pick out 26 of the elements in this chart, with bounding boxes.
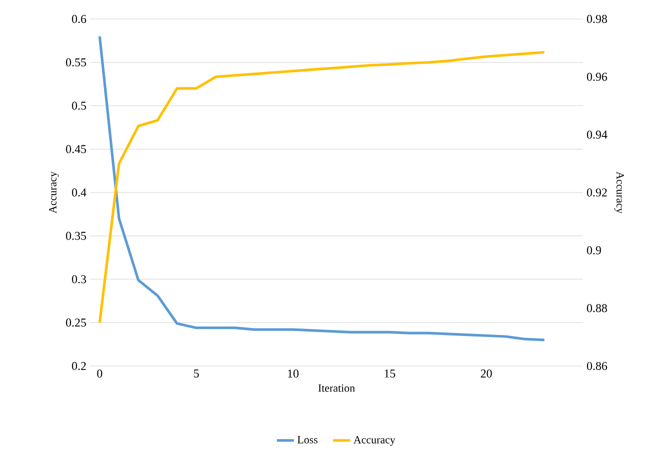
x-tick-label: 5 — [194, 370, 199, 378]
y-tick-label: 0.4 — [72, 188, 86, 197]
y2-axis-title: Accuracy — [614, 172, 624, 214]
legend-label: Accuracy — [354, 436, 396, 446]
y-tick-label: 0.25 — [66, 318, 86, 327]
y2-tick-label: 0.86 — [586, 362, 608, 370]
x-tick-label: 10 — [288, 370, 299, 378]
y-tick-label: 0.55 — [66, 58, 86, 66]
y2-tick-label: 0.98 — [586, 14, 607, 24]
y2-tick-label: 0.96 — [586, 72, 608, 81]
y-axis-title: Accuracy — [49, 172, 59, 214]
x-axis-title: Iteration — [318, 384, 355, 392]
y2-tick-label: 0.88 — [586, 304, 607, 312]
x-tick-label: 15 — [384, 370, 396, 378]
y2-tick-label: 0.9 — [586, 246, 601, 254]
legend-label: Loss — [298, 436, 318, 444]
y-tick-label: 0.3 — [72, 275, 86, 284]
x-tick-label: 0 — [97, 370, 102, 378]
y-tick-label: 0.2 — [72, 362, 86, 370]
x-tick-label: 20 — [480, 370, 492, 378]
y2-tick-label: 0.92 — [586, 188, 607, 197]
y-tick-label: 0.5 — [72, 102, 86, 110]
y2-tick-label: 0.94 — [586, 130, 608, 139]
y-tick-label: 0.6 — [72, 14, 86, 24]
y-tick-label: 0.45 — [66, 145, 86, 154]
y-tick-label: 0.35 — [66, 232, 86, 240]
